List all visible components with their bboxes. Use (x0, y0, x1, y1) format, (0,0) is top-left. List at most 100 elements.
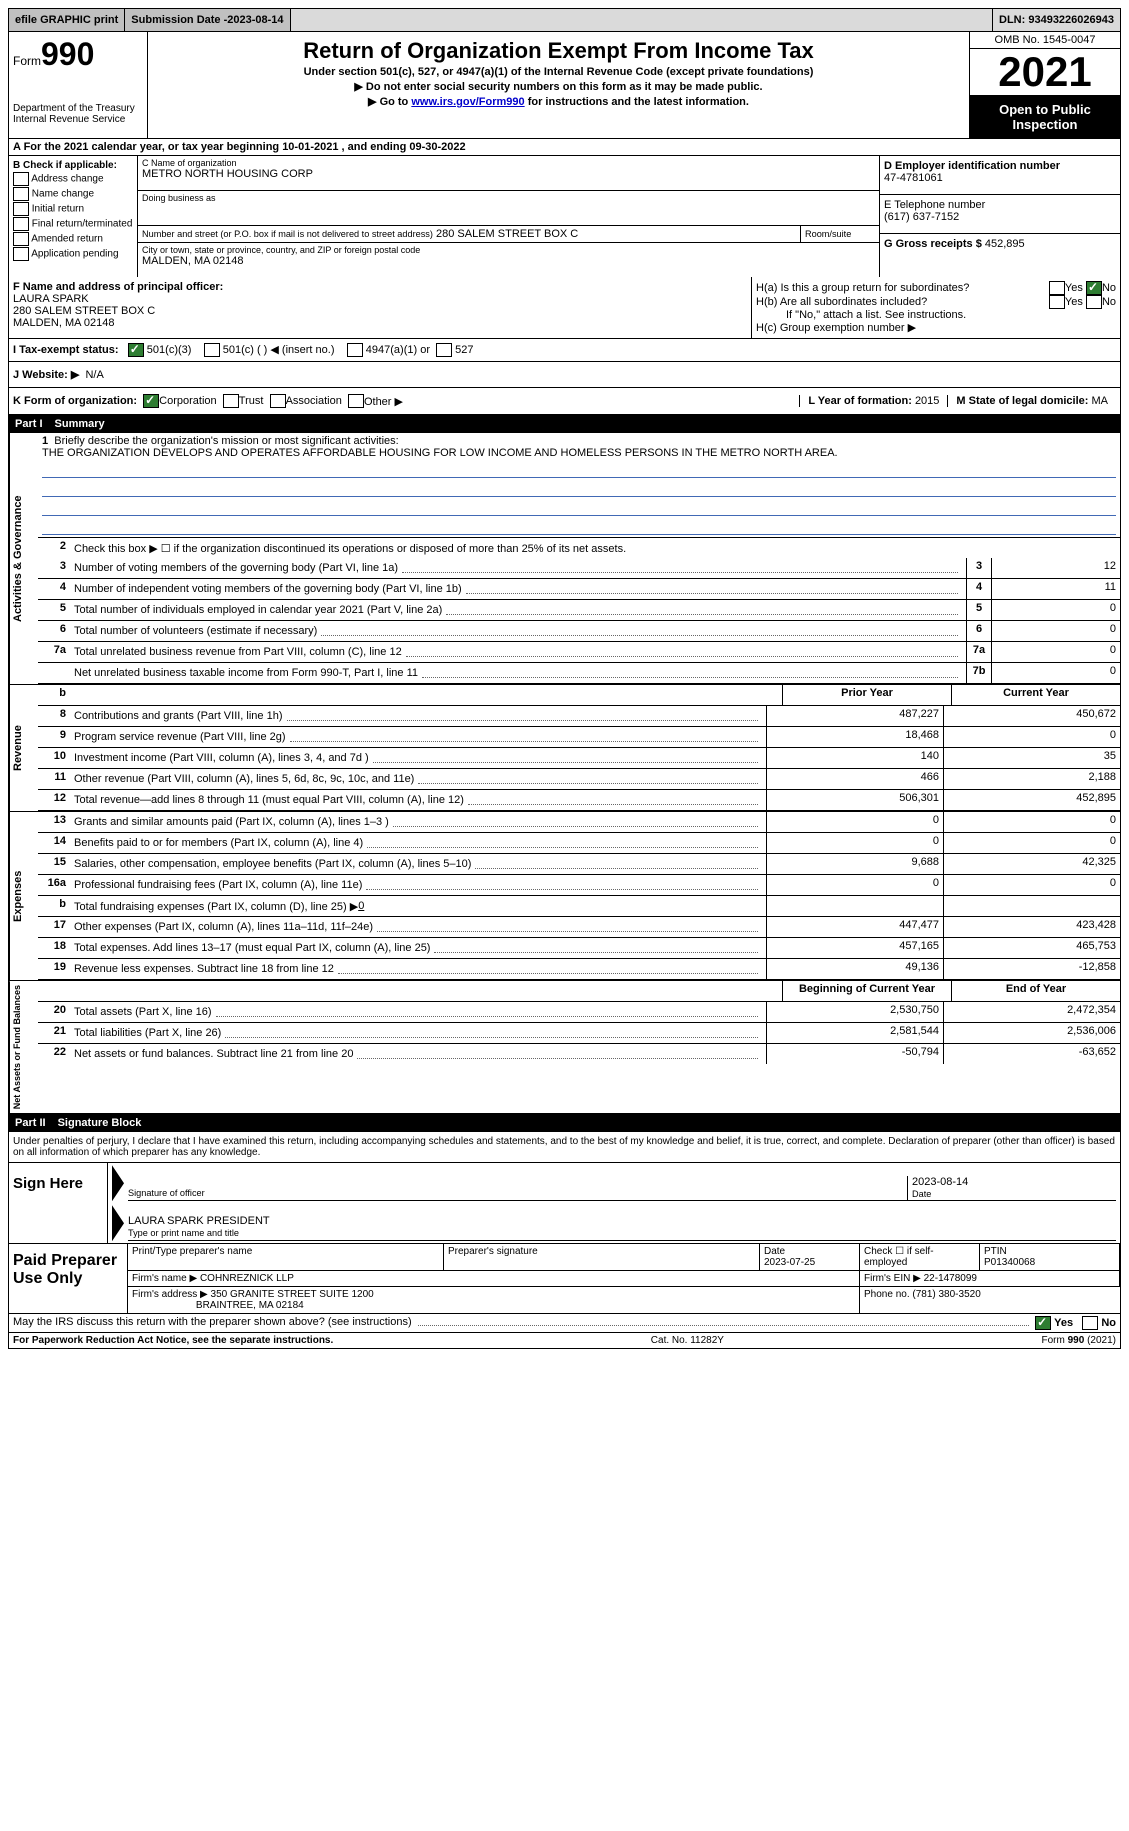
l-value: 2015 (915, 395, 939, 407)
gross-cell: G Gross receipts $ 452,895 (880, 234, 1120, 272)
chk-4947[interactable] (347, 343, 363, 357)
top-bar: efile GRAPHIC print Submission Date - 20… (8, 8, 1121, 32)
b-label: B Check if applicable: (13, 160, 117, 171)
chk-501c3[interactable] (128, 343, 144, 357)
line22: Net assets or fund balances. Subtract li… (74, 1048, 353, 1060)
opt-trust: Trust (239, 395, 264, 407)
chk-trust[interactable] (223, 394, 239, 408)
gross-value: 452,895 (985, 238, 1025, 250)
submission-label: Submission Date - (131, 14, 227, 26)
officer-street: 280 SALEM STREET BOX C (13, 305, 155, 317)
ha-yes-chk[interactable] (1049, 281, 1065, 295)
submission-date-button[interactable]: Submission Date - 2023-08-14 (125, 9, 290, 31)
prep-sig: Preparer's signature (444, 1244, 760, 1271)
chk-app-pending[interactable]: Application pending (13, 247, 133, 261)
ha-no-chk[interactable] (1086, 281, 1102, 295)
chk-501c[interactable] (204, 343, 220, 357)
section-bcdeg: B Check if applicable: Address change Na… (8, 156, 1121, 277)
p12: 506,301 (766, 790, 943, 810)
city-value: MALDEN, MA 02148 (142, 255, 244, 267)
hdr-current: Current Year (951, 685, 1120, 705)
opt-501c3: 501(c)(3) (147, 344, 192, 356)
declaration: Under penalties of perjury, I declare th… (8, 1132, 1121, 1163)
line7b: Net unrelated business taxable income fr… (74, 667, 418, 679)
chk-assoc[interactable] (270, 394, 286, 408)
p10: 140 (766, 748, 943, 768)
officer-signature[interactable]: Signature of officer (128, 1175, 907, 1201)
v7b: 0 (991, 663, 1120, 683)
note2-pre: Go to (380, 96, 412, 108)
side-gov: Activities & Governance (9, 433, 38, 684)
c16a: 0 (943, 875, 1120, 895)
hb-no-chk[interactable] (1086, 295, 1102, 309)
discuss-yes-chk[interactable] (1035, 1316, 1051, 1330)
footer-row: For Paperwork Reduction Act Notice, see … (8, 1333, 1121, 1349)
street-row: Number and street (or P.O. box if mail i… (138, 226, 879, 242)
officer-city: MALDEN, MA 02148 (13, 317, 115, 329)
chk-initial-return[interactable]: Initial return (13, 202, 133, 216)
prep-self-emp: Check ☐ if self-employed (860, 1244, 980, 1271)
col-c-name-address: C Name of organization METRO NORTH HOUSI… (138, 156, 879, 277)
k-label: K Form of organization: (13, 395, 137, 407)
chk-corp[interactable] (143, 394, 159, 408)
title-col: Return of Organization Exempt From Incom… (148, 32, 969, 138)
form-prefix: Form (13, 54, 41, 68)
col-deg: D Employer identification number 47-4781… (879, 156, 1120, 277)
section-i: I Tax-exempt status: 501(c)(3) 501(c) ( … (8, 339, 1121, 362)
line4: Number of independent voting members of … (74, 583, 462, 595)
line15: Salaries, other compensation, employee b… (74, 858, 471, 870)
form-note2: Go to www.irs.gov/Form990 for instructio… (152, 95, 965, 108)
chk-name-change[interactable]: Name change (13, 187, 133, 201)
p20: 2,530,750 (766, 1002, 943, 1022)
hdr-begin: Beginning of Current Year (782, 981, 951, 1001)
p14: 0 (766, 833, 943, 853)
c11: 2,188 (943, 769, 1120, 789)
street-value: 280 SALEM STREET BOX C (436, 228, 578, 240)
paperwork-note: For Paperwork Reduction Act Notice, see … (13, 1335, 333, 1346)
irs-link[interactable]: www.irs.gov/Form990 (411, 96, 524, 108)
discuss-no-chk[interactable] (1082, 1316, 1098, 1330)
sign-date: 2023-08-14 Date (907, 1176, 1116, 1201)
prep-name: Print/Type preparer's name (128, 1244, 444, 1271)
discuss-text: May the IRS discuss this return with the… (13, 1316, 412, 1330)
sign-label: Sign Here (9, 1163, 108, 1243)
chk-other[interactable] (348, 394, 364, 408)
line16a: Professional fundraising fees (Part IX, … (74, 879, 362, 891)
col-h-group: H(a) Is this a group return for subordin… (752, 277, 1120, 338)
line18: Total expenses. Add lines 13–17 (must eq… (74, 942, 430, 954)
preparer-label: Paid Preparer Use Only (9, 1244, 128, 1313)
line21: Total liabilities (Part X, line 26) (74, 1027, 221, 1039)
efile-button[interactable]: efile GRAPHIC print (9, 9, 125, 31)
opt-501c: 501(c) ( ) ◀ (insert no.) (223, 344, 335, 356)
line3: Number of voting members of the governin… (74, 562, 398, 574)
p13: 0 (766, 812, 943, 832)
chk-final-return[interactable]: Final return/terminated (13, 217, 133, 231)
part1-title: Summary (55, 418, 105, 430)
chk-527[interactable] (436, 343, 452, 357)
p18: 457,165 (766, 938, 943, 958)
chk-amended[interactable]: Amended return (13, 232, 133, 246)
website-value: N/A (85, 369, 103, 381)
part2-label: Part II (15, 1117, 58, 1129)
sign-date-val: 2023-08-14 (912, 1176, 968, 1188)
ha-yes: Yes (1065, 282, 1083, 294)
dept-treasury: Department of the Treasury Internal Reve… (13, 103, 143, 125)
firm-phone: Phone no. (781) 380-3520 (860, 1287, 1120, 1313)
c19: -12,858 (943, 959, 1120, 979)
public-inspection: Open to Public Inspection (970, 96, 1120, 138)
side-exp: Expenses (9, 812, 38, 980)
v7a: 0 (991, 642, 1120, 662)
prep-date: Date2023-07-25 (760, 1244, 860, 1271)
hb-yes-chk[interactable] (1049, 295, 1065, 309)
c22: -63,652 (943, 1044, 1120, 1064)
type-label: Type or print name and title (128, 1228, 239, 1238)
v4: 11 (991, 579, 1120, 599)
form-number: 990 (41, 36, 94, 72)
line8: Contributions and grants (Part VIII, lin… (74, 710, 283, 722)
ha-label: H(a) Is this a group return for subordin… (756, 282, 1049, 294)
org-name-cell: C Name of organization METRO NORTH HOUSI… (138, 156, 879, 191)
phone-label: E Telephone number (884, 199, 985, 211)
v3: 12 (991, 558, 1120, 578)
chk-address-change[interactable]: Address change (13, 172, 133, 186)
hb-note: If "No," attach a list. See instructions… (756, 309, 1116, 321)
